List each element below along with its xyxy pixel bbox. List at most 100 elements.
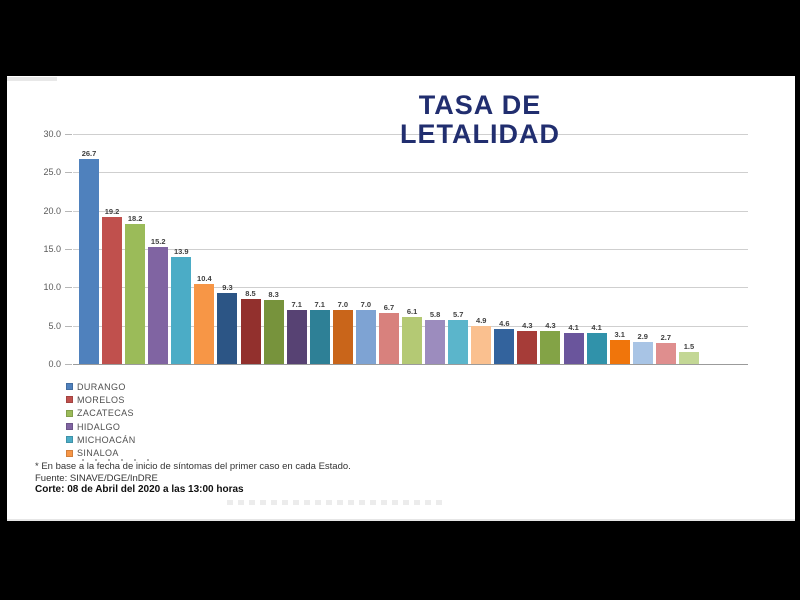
y-axis-tick: [65, 134, 72, 135]
bar: [355, 310, 376, 364]
y-axis-tick-label: 10.0: [43, 282, 61, 293]
legend-label: ZACATECAS: [77, 408, 134, 419]
legend-item: SINALOA: [66, 446, 286, 459]
ghost-artifact-bottom: [227, 500, 442, 505]
bar-value-label: 2.7: [660, 333, 672, 342]
bar: [632, 342, 653, 364]
bar: [540, 331, 561, 364]
bar: [240, 299, 261, 364]
bar: [609, 340, 630, 364]
bar-value-label: 6.1: [406, 307, 418, 316]
legend-item: ZACATECAS: [66, 407, 286, 420]
bar: [655, 343, 676, 364]
bar-value-label: 26.7: [81, 149, 97, 158]
legend-item: MICHOACÁN: [66, 433, 286, 446]
bar-value-label: 13.9: [173, 247, 189, 256]
y-axis-tick: [65, 210, 72, 212]
bar-value-label: 2.9: [637, 332, 648, 341]
legend-swatch: [66, 396, 73, 404]
bar-value-label: 4.6: [499, 319, 510, 328]
bar: [171, 257, 192, 364]
chart-title-line2: LETALIDAD: [400, 119, 560, 149]
slide: TASA DE LETALIDAD 30.0 25.0 20.0 15.0 10.0 5.…: [7, 76, 795, 521]
chart-footnotes: * En base a la fecha de inicio de síntom…: [35, 461, 351, 496]
legend-label: HIDALGO: [77, 421, 121, 432]
legend-swatch: [66, 449, 73, 457]
bar-value-label: 10.4: [197, 274, 212, 283]
bar-value-label: 15.2: [150, 237, 166, 246]
bar: [309, 310, 330, 364]
bar: [586, 333, 607, 364]
legend-swatch: [66, 423, 73, 431]
bar: [378, 313, 399, 364]
x-axis-line: [73, 364, 748, 365]
bar: [148, 247, 169, 364]
bar-value-label: 18.2: [127, 214, 143, 223]
bar: [471, 326, 492, 364]
y-axis-tick: [65, 325, 72, 327]
y-axis-tick-label: 5.0: [48, 320, 61, 331]
bar: [194, 284, 215, 364]
bar-value-label: 4.1: [591, 323, 602, 332]
bar: [286, 310, 307, 364]
gridline: [73, 210, 748, 212]
chart-legend: DURANGO MORELOS ZACATECAS HIDALGO MICHOACÁN S…: [66, 380, 286, 462]
bar-value-label: 9.3: [222, 283, 233, 292]
bar: [332, 310, 353, 364]
legend-label: MORELOS: [77, 394, 125, 405]
y-axis-tick: [65, 172, 72, 174]
y-axis-tick-label: 20.0: [43, 205, 61, 216]
gridline: [73, 134, 748, 135]
y-axis-tick-label: 30.0: [43, 129, 61, 139]
legend-swatch: [66, 436, 73, 444]
y-axis-tick: [65, 364, 72, 365]
bar-value-label: 7.0: [337, 300, 349, 309]
bar-value-label: 8.5: [245, 289, 256, 298]
y-axis-tick-label: 15.0: [43, 244, 61, 254]
bar-value-label: 4.1: [568, 323, 579, 332]
bar: [517, 331, 538, 364]
bar: [79, 159, 99, 364]
legend-label: MICHOACÁN: [77, 434, 136, 445]
legend-label: SINALOA: [77, 448, 119, 459]
bar-value-label: 19.2: [104, 207, 120, 216]
chart-footnote: * En base a la fecha de inicio de síntom…: [35, 461, 351, 472]
legend-swatch: [66, 409, 73, 417]
bar-value-label: 4.3: [522, 321, 533, 330]
bar: [263, 300, 284, 364]
legend-item: MORELOS: [66, 393, 286, 406]
gridline: [73, 249, 748, 250]
bar: [563, 333, 584, 364]
bar-value-label: 1.5: [683, 342, 695, 351]
bar: [402, 317, 423, 364]
y-axis-tick-label: 25.0: [43, 167, 61, 178]
bar: [217, 293, 238, 364]
chart-source: Fuente: SINAVE/DGE/InDRE: [35, 472, 158, 484]
gridline: [73, 172, 748, 174]
ghost-artifact-top: [7, 77, 57, 81]
bar-value-label: 7.1: [291, 300, 302, 309]
bar: [678, 352, 699, 364]
bar-value-label: 4.3: [545, 321, 556, 330]
bar-value-label: 3.1: [614, 330, 625, 339]
bar-value-label: 4.9: [476, 316, 487, 325]
y-axis-tick: [65, 249, 72, 250]
bar: [102, 217, 123, 364]
bar-value-label: 8.3: [268, 290, 279, 299]
bar: [125, 224, 146, 364]
bar-value-label: 6.7: [383, 303, 395, 312]
legend-label: DURANGO: [77, 381, 126, 392]
y-axis-tick-label: 0.0: [48, 359, 61, 369]
chart-title: TASA DE LETALIDAD: [335, 91, 625, 149]
y-axis-tick: [65, 287, 72, 289]
bar-value-label: 5.7: [452, 310, 464, 319]
chart-title-line1: TASA DE: [418, 90, 542, 120]
bar-value-label: 7.1: [314, 300, 325, 309]
gridline: [73, 287, 748, 289]
bar: [494, 329, 515, 364]
bar: [448, 320, 469, 364]
legend-swatch: [66, 383, 73, 391]
bar-value-label: 7.0: [360, 300, 372, 309]
legend-item: HIDALGO: [66, 420, 286, 433]
